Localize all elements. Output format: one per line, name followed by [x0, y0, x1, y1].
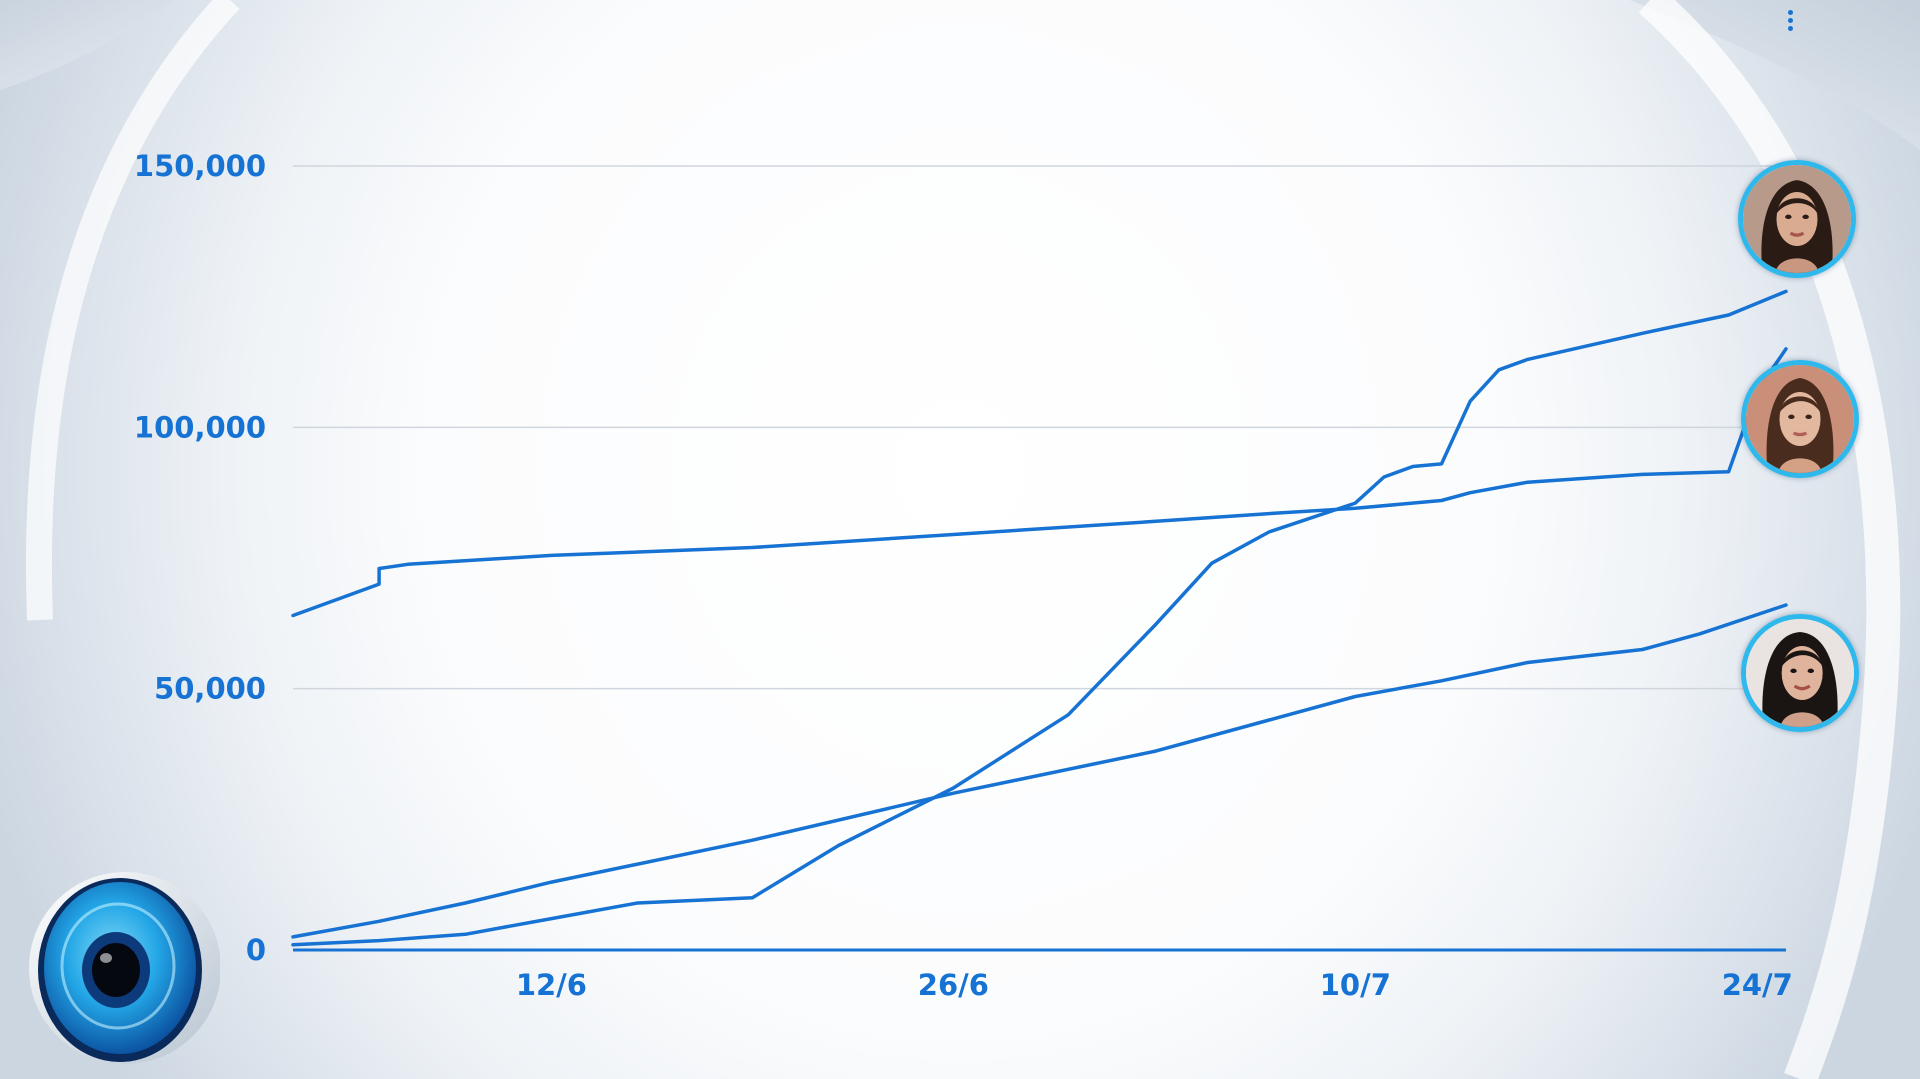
- series-line-2: [291, 347, 1788, 618]
- avatar-series-3[interactable]: [1741, 614, 1859, 732]
- y-tick-label: 50,000: [154, 672, 266, 706]
- x-tick-label: 12/6: [516, 968, 587, 1002]
- menu-dot: [1787, 26, 1793, 31]
- corner-shape-top-right: [1630, 0, 1920, 150]
- more-options-icon[interactable]: [1786, 10, 1794, 32]
- series-line-3: [291, 603, 1788, 939]
- series-line-1: [291, 289, 1788, 947]
- arc-ring-right: [1638, 0, 1901, 1079]
- y-tick-label: 150,000: [134, 149, 266, 183]
- woman-black-hair-icon: [1746, 619, 1854, 727]
- woman-brown-hair-icon: [1746, 365, 1854, 473]
- menu-dot: [1787, 10, 1793, 15]
- x-tick-label: 24/7: [1722, 968, 1793, 1002]
- woman-dark-hair-icon: [1743, 165, 1851, 273]
- menu-dot: [1787, 18, 1793, 23]
- avatar-series-2[interactable]: [1741, 360, 1859, 478]
- x-axis-ticks: 12/6 26/6 10/7 24/7: [516, 968, 1793, 1002]
- arc-ring-left: [25, 0, 240, 621]
- x-tick-label: 10/7: [1320, 968, 1391, 1002]
- eye-logo-icon: [29, 872, 220, 1064]
- y-tick-label: 0: [246, 933, 266, 967]
- corner-shape-top-left: [0, 0, 175, 90]
- y-axis-ticks: 150,000 100,000 50,000 0: [134, 149, 266, 967]
- y-tick-label: 100,000: [134, 410, 266, 444]
- gridlines: [293, 165, 1796, 690]
- series-lines: [291, 289, 1788, 947]
- x-tick-label: 26/6: [918, 968, 989, 1002]
- avatar-series-1[interactable]: [1738, 160, 1856, 278]
